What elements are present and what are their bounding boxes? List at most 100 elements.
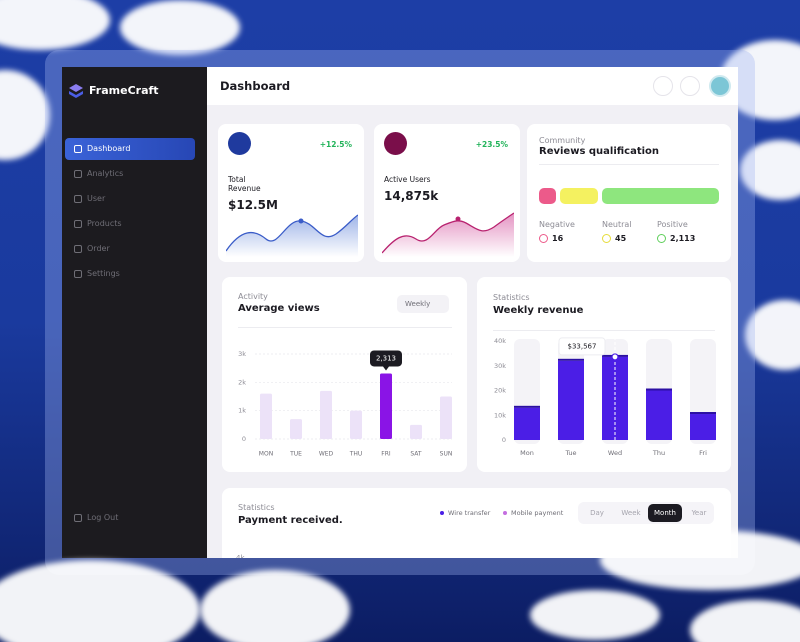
cloud	[120, 0, 240, 55]
cloud	[530, 590, 660, 640]
card-subtitle: Statistics	[238, 503, 275, 512]
nav-label: Settings	[87, 269, 120, 278]
bar	[320, 390, 332, 439]
header: Dashboard	[207, 67, 738, 105]
x-tick-label: Fri	[699, 449, 707, 457]
bar	[514, 407, 540, 440]
period-tabs: Day Week Month Year	[578, 502, 714, 524]
bar-cap	[514, 405, 540, 408]
dashboard-window: FrameCraft Dashboard Analytics User Prod…	[62, 67, 738, 558]
card-icon	[228, 132, 251, 155]
emoji	[602, 234, 611, 243]
search-button[interactable]	[653, 76, 673, 96]
data-label: 2,313	[376, 354, 396, 362]
tooltip-pointer	[383, 366, 389, 371]
nav-item[interactable]: Products	[65, 213, 195, 235]
divider	[539, 164, 719, 165]
bar-cap	[646, 388, 672, 391]
review-count: 16	[552, 234, 564, 243]
tab[interactable]: Week	[621, 509, 641, 517]
bar-cap	[558, 358, 584, 361]
cloud	[0, 0, 110, 50]
tab[interactable]: Day	[590, 509, 604, 517]
brand-logo	[69, 84, 83, 98]
nav-item[interactable]: User	[65, 188, 195, 210]
bar	[690, 414, 716, 440]
y-tick-label: 1k	[238, 407, 246, 415]
y-tick-label: 0	[502, 436, 506, 444]
nav-label: Analytics	[87, 169, 124, 178]
data-label: $33,567	[568, 342, 597, 350]
nav-item[interactable]: Order	[65, 238, 195, 260]
bar	[380, 373, 392, 439]
sidebar: FrameCraft Dashboard Analytics User Prod…	[62, 67, 207, 558]
bar	[350, 410, 362, 439]
emoji	[657, 234, 666, 243]
bar-positive	[602, 188, 719, 204]
nav-label: Dashboard	[87, 144, 131, 153]
nav-label: Order	[87, 244, 110, 253]
x-tick-label: THU	[349, 451, 363, 458]
users-card: +23.5% Active Users 14,875k	[374, 124, 520, 262]
review-label: Positive	[657, 220, 688, 229]
bar	[440, 396, 452, 439]
sparkline	[226, 214, 358, 257]
x-tick-label: WED	[319, 451, 334, 458]
nav-item[interactable]: Dashboard	[65, 138, 195, 160]
change: +23.5%	[475, 140, 508, 149]
y-tick-label: 3k	[238, 350, 246, 358]
x-tick-label: SUN	[440, 451, 453, 458]
bar	[410, 424, 422, 439]
logout[interactable]: Log Out	[65, 507, 195, 529]
nav-item[interactable]: Settings	[65, 263, 195, 285]
notification-button[interactable]	[680, 76, 700, 96]
cloud	[0, 70, 50, 160]
tooltip-dot	[611, 353, 619, 361]
tab[interactable]: Year	[691, 509, 707, 517]
card-title: Reviews qualification	[539, 146, 660, 157]
cloud	[740, 140, 800, 200]
bar	[646, 390, 672, 440]
nav-item[interactable]: Analytics	[65, 163, 195, 185]
cloud	[600, 530, 800, 590]
card-label: Active Users	[384, 175, 431, 184]
brand-name: FrameCraft	[89, 84, 159, 97]
charts: 0 1k 2k 3k MON TUE WED THU FRI 2,313 SAT SUN 0 10k 20k…	[238, 337, 716, 458]
card-subtitle: Statistics	[493, 293, 530, 302]
x-tick-label: MON	[259, 451, 273, 458]
nav-label: Log Out	[87, 513, 119, 522]
legend-dot	[440, 511, 444, 515]
tooltip	[558, 337, 606, 356]
review-count: 45	[615, 234, 627, 243]
bar	[290, 419, 302, 439]
y-tick-label: 0	[242, 435, 246, 443]
x-tick-label: Mon	[520, 449, 534, 457]
dropdown-label: Weekly	[405, 300, 431, 308]
tab[interactable]: Month	[648, 504, 682, 522]
revenue-card: +12.5% Total Revenue $12.5M	[218, 124, 364, 262]
cloud	[0, 560, 200, 642]
bar-neutral	[560, 188, 598, 204]
y-tick-label: 40k	[494, 337, 506, 345]
sparkline	[382, 212, 514, 257]
card-label: Total Revenue	[228, 175, 261, 193]
views-card: Activity Average views Weekly	[222, 277, 467, 472]
cloud	[200, 570, 350, 642]
card-icon	[384, 132, 407, 155]
bar-cap	[690, 412, 716, 415]
card-title: Average views	[238, 303, 320, 314]
avatar[interactable]	[709, 75, 731, 97]
y-tick-label: 30k	[494, 362, 506, 370]
card-title: Payment received.	[238, 515, 343, 526]
nav-label: User	[87, 194, 106, 203]
bar	[260, 393, 272, 439]
bar	[558, 360, 584, 440]
divider	[238, 327, 452, 328]
legend-dot	[503, 511, 507, 515]
legend-label: Mobile payment	[511, 509, 564, 517]
divider	[493, 330, 715, 331]
period-dropdown[interactable]: Weekly	[397, 295, 449, 313]
y-tick-label: 2k	[238, 378, 246, 386]
card-subtitle: Activity	[238, 292, 268, 301]
